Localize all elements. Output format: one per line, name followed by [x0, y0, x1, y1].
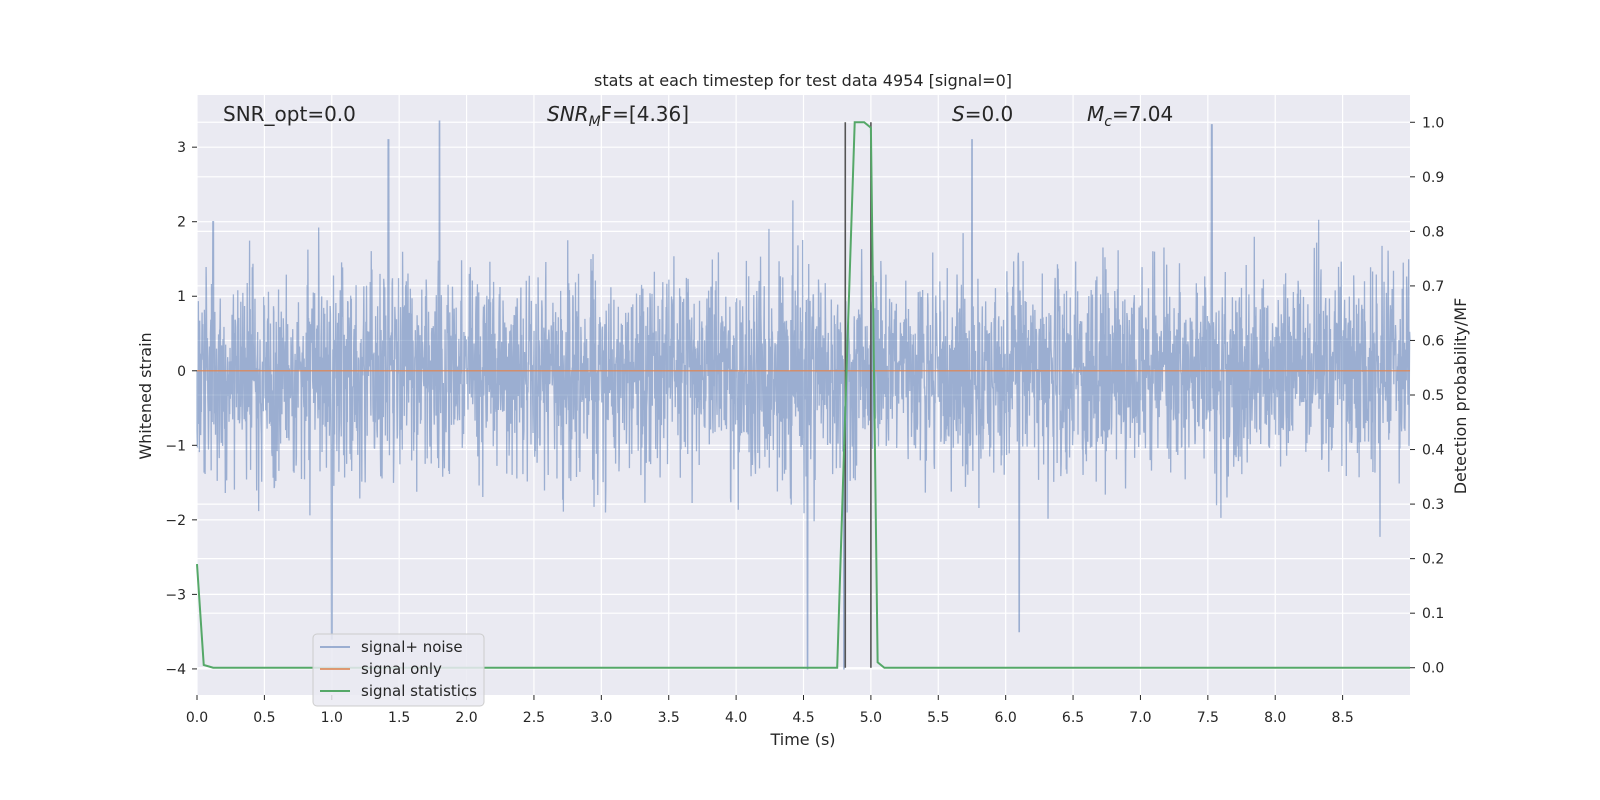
y-right-tick-label: 0.3	[1422, 497, 1444, 513]
y-axis-right-label: Detection probability/MF	[1451, 298, 1470, 495]
x-tick-label: 6.0	[995, 710, 1017, 726]
x-tick-label: 4.0	[725, 710, 747, 726]
y-left-tick-label: 1	[177, 289, 186, 305]
legend-label-signal-only: signal only	[361, 660, 442, 678]
y-right-tick-label: 0.5	[1422, 388, 1444, 404]
x-tick-label: 5.5	[927, 710, 949, 726]
y-left-tick-label: −4	[165, 662, 186, 678]
legend-label-signal-statistics: signal statistics	[361, 682, 477, 700]
y-right-tick-label: 0.1	[1422, 606, 1444, 622]
annotation-snr-mf: SNRMF=[4.36]	[547, 102, 689, 130]
y-left-tick-label: −2	[165, 513, 186, 529]
y-left-tick-label: 2	[177, 215, 186, 231]
x-tick-label: 2.5	[523, 710, 545, 726]
y-right-tick-label: 0.0	[1422, 661, 1444, 677]
y-right-tick-label: 0.8	[1422, 224, 1444, 240]
legend-label-signal-noise: signal+ noise	[361, 638, 463, 656]
x-tick-label: 1.0	[321, 710, 343, 726]
x-tick-label: 3.5	[658, 710, 680, 726]
x-tick-label: 4.5	[792, 710, 814, 726]
y-right-tick-label: 0.2	[1422, 552, 1444, 568]
chart-title: stats at each timestep for test data 495…	[594, 71, 1012, 90]
x-tick-label: 1.5	[388, 710, 410, 726]
x-tick-label: 3.0	[590, 710, 612, 726]
legend-box	[312, 633, 485, 707]
x-axis-label: Time (s)	[769, 730, 835, 749]
x-tick-label: 8.0	[1264, 710, 1286, 726]
y-axis-left-ticks: −4 −3 −2 −1 0 1 2 3	[165, 140, 197, 678]
y-left-tick-label: −1	[165, 438, 186, 454]
x-tick-label: 7.0	[1129, 710, 1151, 726]
annotation-snr-opt: SNR_opt=0.0	[223, 102, 356, 126]
y-right-tick-label: 1.0	[1422, 115, 1444, 131]
x-tick-label: 0.0	[186, 710, 208, 726]
y-right-tick-label: 0.6	[1422, 333, 1444, 349]
x-tick-label: 2.0	[455, 710, 477, 726]
x-tick-label: 8.5	[1331, 710, 1353, 726]
annotation-mc: Mc=7.04	[1087, 102, 1173, 130]
x-tick-label: 5.0	[860, 710, 882, 726]
y-right-tick-label: 0.4	[1422, 443, 1444, 459]
y-right-tick-label: 0.7	[1422, 279, 1444, 295]
annotation-s: S=0.0	[952, 102, 1013, 126]
legend: signal+ noise signal only signal statist…	[312, 633, 485, 707]
x-axis-ticks: 0.0 0.5 1.0 1.5 2.0 2.5 3.0 3.5 4.0 4.5 5.0 5.5 6.0 6…	[186, 695, 1354, 726]
y-axis-right-ticks: 0.0 0.1 0.2 0.3 0.4 0.5 0.6 0.7 0.8 0.9 1.0	[1410, 115, 1444, 677]
signal-statistics-series	[196, 121, 1410, 669]
y-left-tick-label: 0	[177, 364, 186, 380]
x-tick-label: 7.5	[1197, 710, 1219, 726]
y-axis-left-label: Whitened strain	[136, 332, 155, 459]
y-left-tick-label: 3	[177, 140, 186, 156]
signal-statistics-line	[196, 121, 1410, 669]
y-right-tick-label: 0.9	[1422, 170, 1444, 186]
x-tick-label: 0.5	[253, 710, 275, 726]
y-left-tick-label: −3	[165, 587, 186, 603]
x-tick-label: 6.5	[1062, 710, 1084, 726]
